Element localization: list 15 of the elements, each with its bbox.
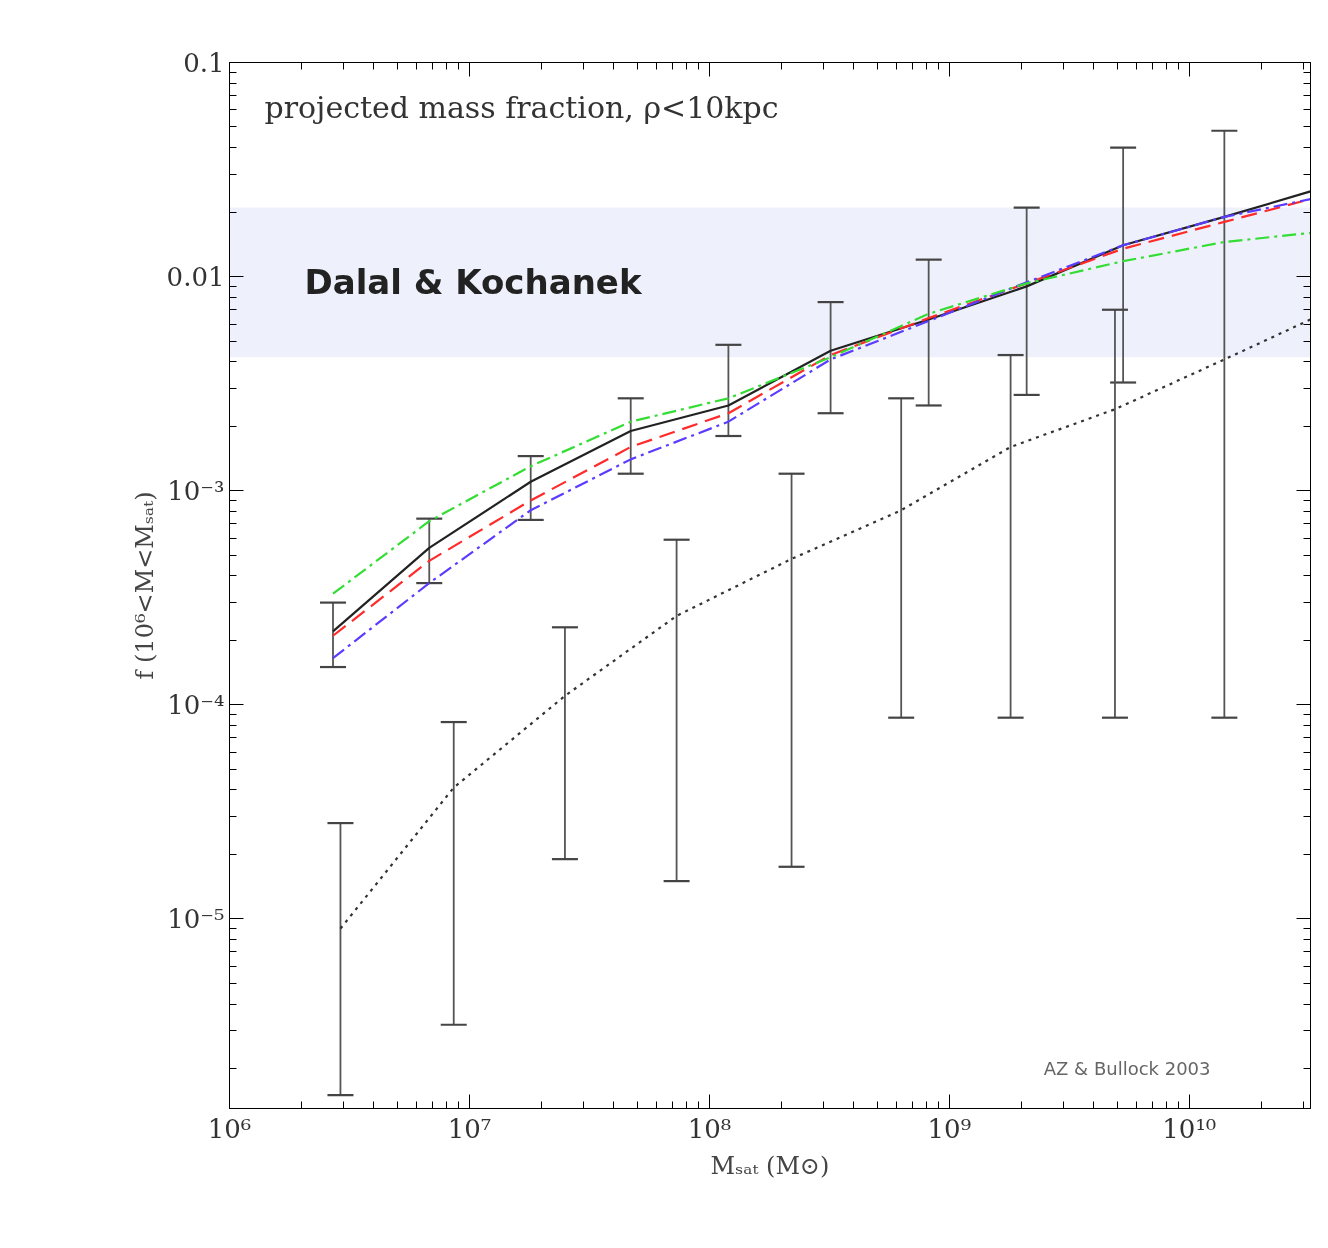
x-tick-label: 10⁶ [207, 1113, 252, 1144]
text: projected mass fraction, ρ<10kpc [264, 89, 779, 125]
x-axis-title: Mₛₐₜ (M⊙) [710, 1151, 830, 1180]
y-axis-title: f (10⁶<M<Mₛₐₜ) [130, 491, 159, 680]
x-tick-label: 10¹⁰ [1162, 1113, 1217, 1144]
x-tick-label: 10⁸ [687, 1113, 732, 1144]
y-tick-label: 10⁻⁴ [167, 689, 225, 720]
band-label: Dalal & Kochanek [304, 262, 643, 303]
y-tick-label: 10⁻³ [167, 475, 225, 506]
annotation: AZ & Bullock 2003 [1043, 1057, 1211, 1079]
x-tick-label: 10⁹ [927, 1113, 972, 1144]
y-tick-label: 0.1 [183, 47, 225, 78]
x-tick-label: 10⁷ [447, 1113, 492, 1144]
y-tick-label: 10⁻⁵ [167, 903, 225, 934]
y-tick-label: 0.01 [166, 261, 225, 292]
